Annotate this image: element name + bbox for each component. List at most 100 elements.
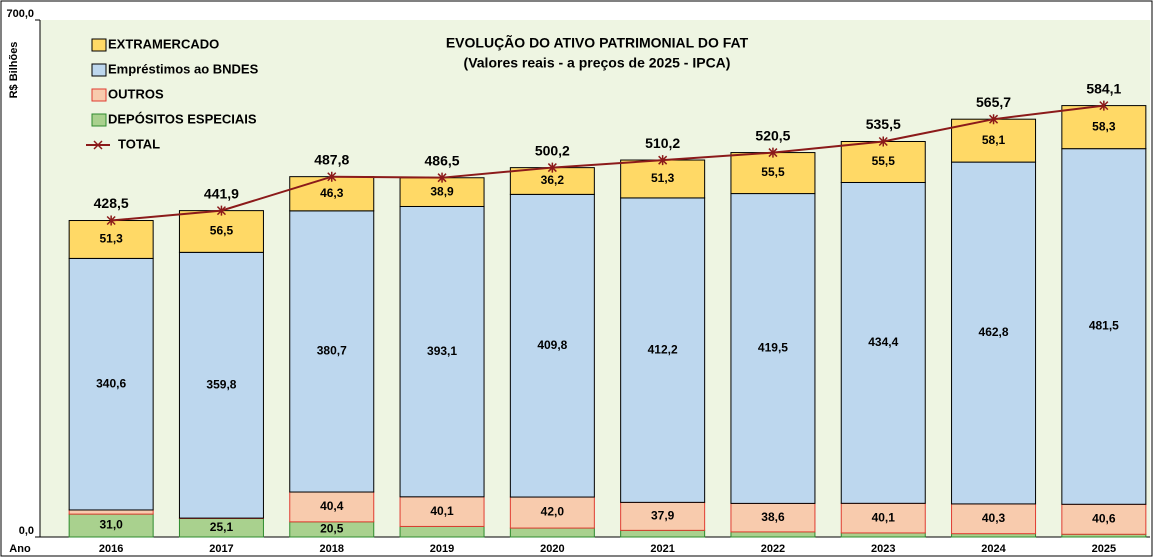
total-label: 584,1 bbox=[1086, 80, 1121, 96]
total-label: 565,7 bbox=[976, 94, 1011, 110]
total-label: 500,2 bbox=[535, 142, 570, 158]
value-label: 55,5 bbox=[761, 165, 785, 179]
bar-segment bbox=[730, 152, 816, 195]
value-label: 481,5 bbox=[1089, 319, 1119, 333]
bar-segment bbox=[840, 181, 926, 504]
bar-segment bbox=[840, 532, 926, 538]
bar-segment bbox=[68, 220, 154, 259]
x-tick-label: 2019 bbox=[430, 543, 454, 555]
bar-segment bbox=[951, 118, 1037, 163]
value-label: 31,0 bbox=[99, 518, 123, 532]
bar-segment bbox=[289, 491, 375, 523]
total-marker bbox=[216, 205, 226, 216]
value-label: 56,5 bbox=[210, 224, 234, 238]
x-tick-label: 2025 bbox=[1092, 543, 1116, 555]
value-label: 40,4 bbox=[320, 499, 344, 513]
bar-segment bbox=[289, 210, 375, 493]
chart-title: EVOLUÇÃO DO ATIVO PATRIMONIAL DO FAT bbox=[446, 34, 749, 51]
bar-segment bbox=[68, 257, 154, 511]
bar-segment bbox=[178, 251, 264, 519]
total-marker bbox=[437, 172, 447, 183]
x-tick-label: 2024 bbox=[981, 543, 1006, 555]
value-label: 419,5 bbox=[758, 341, 788, 355]
y-tick-label: 0,0 bbox=[19, 525, 34, 537]
value-label: 46,3 bbox=[320, 186, 344, 200]
value-label: 40,1 bbox=[430, 504, 454, 518]
total-marker bbox=[547, 162, 557, 173]
bar-segment bbox=[730, 531, 816, 538]
legend-label: TOTAL bbox=[118, 136, 160, 151]
total-marker bbox=[989, 114, 999, 125]
legend-swatch bbox=[91, 38, 107, 52]
value-label: 36,2 bbox=[541, 173, 565, 187]
value-label: 51,3 bbox=[99, 232, 123, 246]
bar-segment bbox=[178, 210, 264, 253]
total-marker bbox=[1099, 100, 1109, 111]
bar-segment bbox=[68, 509, 154, 515]
bar-segment bbox=[399, 525, 485, 538]
value-label: 38,9 bbox=[430, 184, 454, 198]
bar-segment bbox=[620, 159, 706, 199]
total-marker bbox=[327, 171, 337, 182]
value-label: 38,6 bbox=[761, 510, 785, 524]
value-label: 51,3 bbox=[651, 171, 675, 185]
bar-segment bbox=[1061, 105, 1147, 150]
bar-segment bbox=[620, 529, 706, 538]
value-label: 58,1 bbox=[982, 133, 1006, 147]
total-marker bbox=[106, 215, 116, 226]
value-label: 380,7 bbox=[317, 344, 347, 358]
total-label: 520,5 bbox=[755, 127, 790, 143]
legend-swatch bbox=[93, 140, 103, 150]
total-line bbox=[111, 104, 1104, 222]
chart-subtitle: (Valores reais - a preços de 2025 - IPCA… bbox=[464, 55, 731, 71]
bar-segment bbox=[951, 161, 1037, 505]
bar-segment bbox=[509, 496, 595, 529]
total-marker bbox=[658, 155, 668, 166]
value-label: 359,8 bbox=[206, 377, 236, 391]
x-tick-label: 2016 bbox=[99, 543, 123, 555]
legend-label: DEPÓSITOS ESPECIAIS bbox=[108, 111, 257, 126]
y-tick-label: 700,0 bbox=[6, 8, 34, 20]
value-label: 25,1 bbox=[210, 520, 234, 534]
value-label: 40,1 bbox=[872, 510, 896, 524]
total-label: 487,8 bbox=[314, 151, 349, 167]
value-label: 55,5 bbox=[872, 154, 896, 168]
total-label: 428,5 bbox=[94, 195, 129, 211]
value-label: 37,9 bbox=[651, 509, 675, 523]
value-label: 462,8 bbox=[979, 325, 1009, 339]
bar-segment bbox=[840, 502, 926, 534]
value-label: 40,6 bbox=[1092, 511, 1116, 525]
legend-swatch bbox=[91, 113, 107, 127]
value-label: 42,0 bbox=[541, 505, 565, 519]
legend-label: EXTRAMERCADO bbox=[108, 36, 219, 51]
total-marker bbox=[768, 147, 778, 158]
value-label: 58,3 bbox=[1092, 119, 1116, 133]
total-label: 486,5 bbox=[425, 152, 460, 168]
bar-segment bbox=[1061, 148, 1147, 505]
x-axis-label: Ano bbox=[9, 543, 31, 555]
value-label: 434,4 bbox=[868, 335, 898, 349]
legend-label: Empréstimos ao BNDES bbox=[108, 61, 259, 76]
bar-segment bbox=[399, 205, 485, 498]
bar-segment bbox=[509, 527, 595, 538]
x-tick-label: 2018 bbox=[320, 543, 344, 555]
legend-label: OUTROS bbox=[108, 86, 164, 101]
value-label: 40,3 bbox=[982, 511, 1006, 525]
total-marker bbox=[878, 136, 888, 147]
total-label: 535,5 bbox=[866, 116, 901, 132]
x-tick-label: 2022 bbox=[761, 543, 785, 555]
value-label: 409,8 bbox=[537, 338, 567, 352]
y-axis-label: R$ Bilhões bbox=[8, 42, 20, 99]
bar-segment bbox=[289, 176, 375, 212]
total-label: 441,9 bbox=[204, 185, 239, 201]
bar-segment bbox=[730, 502, 816, 533]
value-label: 20,5 bbox=[320, 522, 344, 536]
bar-segment bbox=[620, 501, 706, 531]
value-label: 412,2 bbox=[648, 342, 678, 356]
bar-segment bbox=[509, 193, 595, 498]
bar-segment bbox=[399, 496, 485, 527]
x-tick-label: 2023 bbox=[871, 543, 895, 555]
x-tick-label: 2017 bbox=[209, 543, 233, 555]
value-label: 393,1 bbox=[427, 344, 457, 358]
